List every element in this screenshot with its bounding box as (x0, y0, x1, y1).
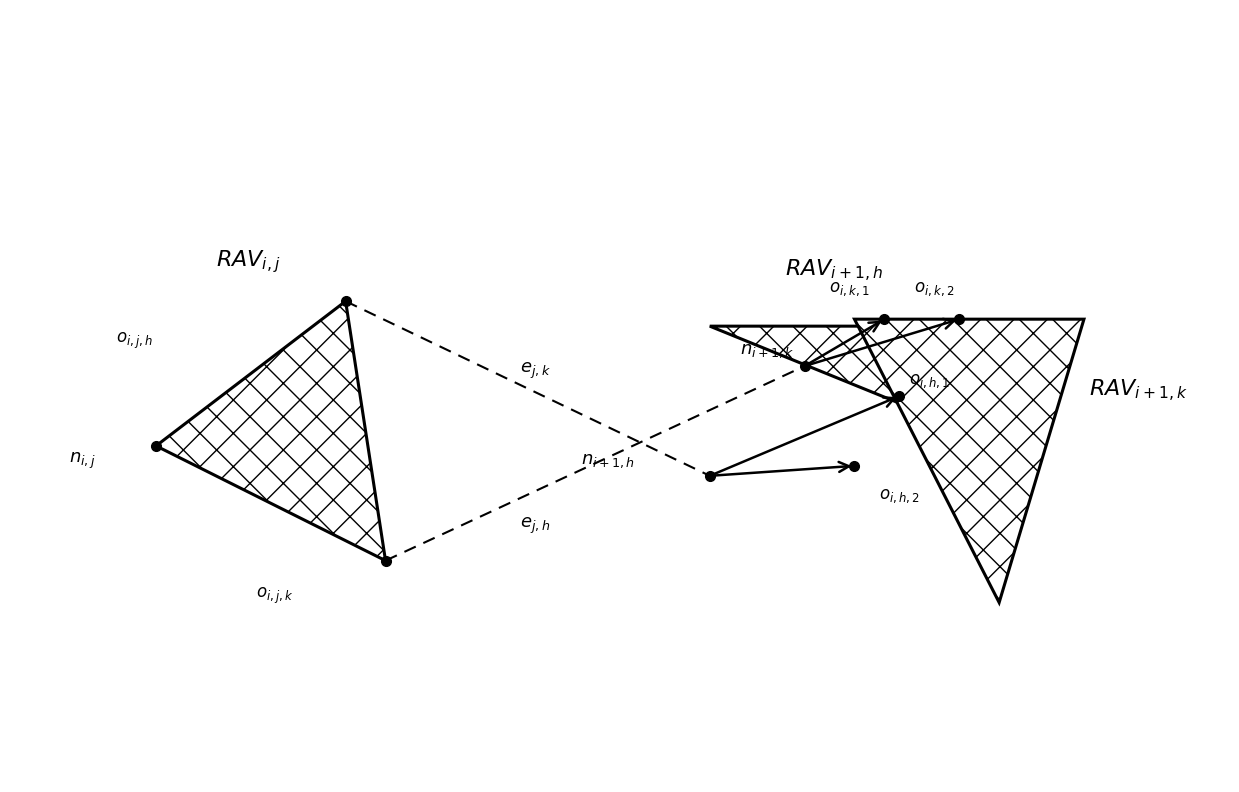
Text: $o_{i,h,1}$: $o_{i,h,1}$ (909, 372, 950, 390)
Text: $n_{i,j}$: $n_{i,j}$ (69, 451, 97, 471)
Text: $o_{i,k,1}$: $o_{i,k,1}$ (829, 280, 870, 298)
Text: $o_{i,j,h}$: $o_{i,j,h}$ (116, 331, 154, 351)
Text: $n_{i+1,h}$: $n_{i+1,h}$ (581, 452, 634, 470)
Text: $n_{i+1,k}$: $n_{i+1,k}$ (740, 342, 794, 360)
Polygon shape (156, 301, 385, 561)
Text: $o_{i,j,k}$: $o_{i,j,k}$ (255, 585, 294, 606)
Text: $e_{j,h}$: $e_{j,h}$ (520, 516, 550, 536)
Polygon shape (855, 319, 1084, 603)
Text: $o_{i,k,2}$: $o_{i,k,2}$ (914, 280, 954, 298)
Text: $RAV_{i+1,k}$: $RAV_{i+1,k}$ (1089, 378, 1188, 404)
Text: $RAV_{i+1,h}$: $RAV_{i+1,h}$ (784, 258, 882, 284)
Text: $RAV_{i,j}$: $RAV_{i,j}$ (216, 248, 280, 275)
Polygon shape (710, 326, 1030, 456)
Text: $o_{i,h,2}$: $o_{i,h,2}$ (880, 487, 921, 505)
Text: $e_{j,k}$: $e_{j,k}$ (520, 361, 551, 381)
